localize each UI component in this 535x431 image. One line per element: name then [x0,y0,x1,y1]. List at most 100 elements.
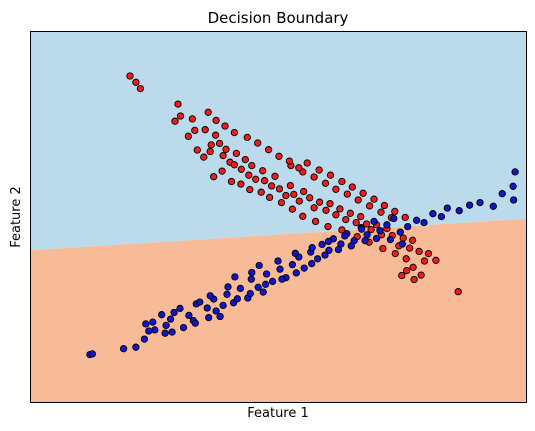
blue-point [216,312,224,321]
red-point [410,275,418,284]
red-point [237,180,245,188]
red-point [299,212,307,220]
red-point [370,195,378,203]
red-point [336,205,344,213]
red-point [432,256,440,264]
red-point [277,198,286,207]
blue-point [288,261,297,269]
red-point [310,173,318,181]
blue-point [196,298,204,306]
decision-regions [31,32,526,402]
region-lower [31,218,526,402]
blue-point [334,245,343,254]
blue-point [224,283,232,291]
blue-point [219,301,227,310]
blue-point [247,275,255,283]
blue-point [261,280,270,288]
red-point [282,191,290,200]
red-point [332,185,340,193]
blue-point [429,210,437,218]
blue-point [276,265,284,273]
blue-point [412,216,421,224]
blue-point [119,345,128,353]
blue-point [363,231,371,239]
blue-point [372,234,381,243]
red-point [454,288,462,296]
blue-point [246,289,254,298]
red-point [211,131,220,139]
class-blue-points [86,168,519,359]
red-point [406,244,414,252]
blue-point [149,318,157,326]
red-point [241,155,249,164]
red-point [306,194,314,202]
blue-point [324,237,333,246]
red-point [275,152,283,160]
red-point [377,208,385,216]
blue-point [151,326,159,334]
red-point [420,257,429,265]
plot-frame [30,31,527,403]
blue-point [236,284,245,293]
red-point [354,196,362,204]
red-point [401,213,409,222]
red-point [359,189,367,197]
blue-point [179,323,188,332]
red-point [321,179,330,187]
red-point [260,177,269,185]
blue-point [206,292,214,300]
red-point [230,161,239,169]
red-point [286,181,295,190]
blue-point [383,221,391,229]
blue-point [268,277,277,286]
red-point [230,128,239,137]
blue-point [88,350,97,358]
blue-point [248,268,256,277]
red-point [204,108,212,116]
red-point [200,153,208,161]
blue-point [262,270,271,278]
red-point [379,244,387,253]
blue-point [465,201,474,209]
red-point [136,84,145,93]
blue-point [162,321,170,330]
red-point [206,147,214,156]
red-point [243,133,251,142]
red-point [357,212,365,221]
blue-point [278,275,286,283]
red-point [201,126,209,134]
blue-point [145,327,153,335]
blue-point [443,204,451,212]
blue-point [313,255,322,263]
red-point [252,175,260,183]
blue-point [292,269,300,277]
red-point [215,139,224,148]
blue-point [161,329,169,337]
red-point [219,151,227,160]
region-upper [31,32,526,251]
red-point [424,249,433,258]
red-point [300,187,308,196]
blue-point [341,232,349,240]
red-point [315,166,323,174]
red-point [126,72,134,80]
blue-point [255,261,263,270]
blue-point [398,240,406,248]
red-point [415,247,423,256]
red-point [332,211,340,219]
blue-point [132,343,140,351]
red-point [232,149,241,158]
red-point [362,220,371,228]
chart-title: Decision Boundary [208,9,349,27]
red-point [193,146,201,154]
red-point [271,172,279,180]
blue-point [166,315,175,323]
red-point [295,197,303,205]
red-point [212,116,220,125]
red-point [326,200,334,208]
red-point [338,177,346,186]
blue-point [259,288,267,296]
red-point [408,236,417,244]
red-point [315,198,324,206]
red-point [210,173,218,181]
